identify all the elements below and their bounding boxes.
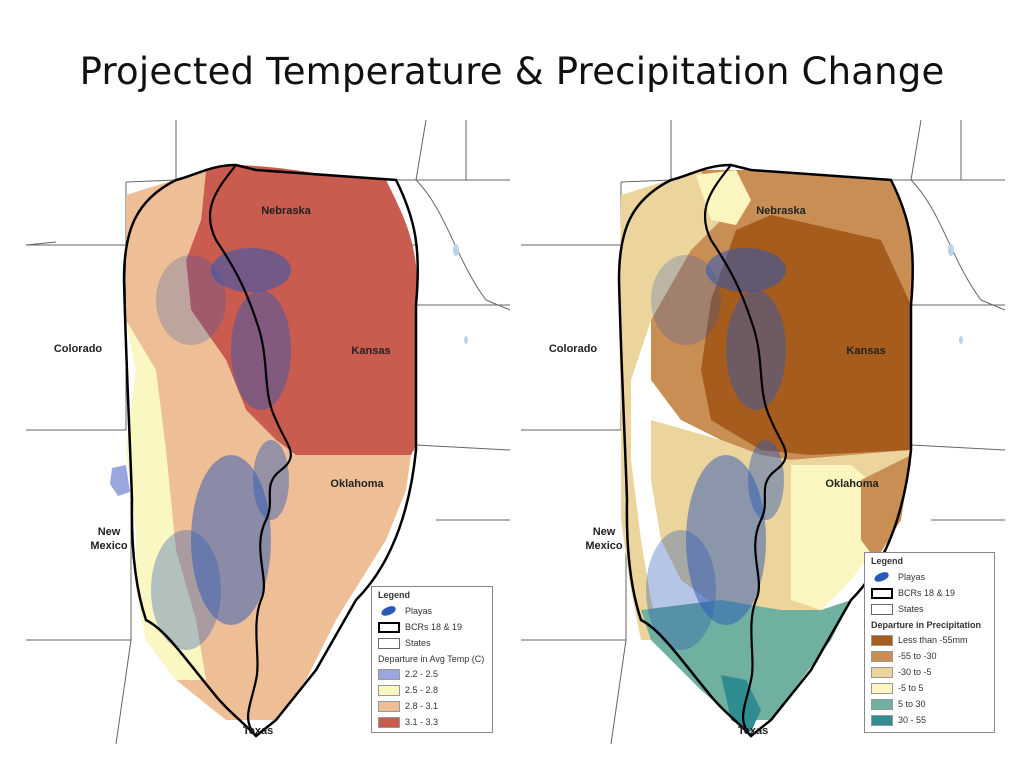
legend-class-row: 2.8 - 3.1 xyxy=(378,698,486,714)
legend-class-row: 2.2 - 2.5 xyxy=(378,666,486,682)
state-swatch xyxy=(871,603,893,615)
label-new-mexico-line1: New xyxy=(592,526,616,538)
legend-class-row: -30 to -5 xyxy=(871,664,988,680)
temperature-map: Nebraska Kansas Colorado Oklahoma New Me… xyxy=(26,120,510,744)
legend-item-playas-label: Playas xyxy=(898,572,926,582)
legend-class-row: 2.5 - 2.8 xyxy=(378,682,486,698)
label-texas: Texas xyxy=(737,725,769,737)
legend-class-label: 2.5 - 2.8 xyxy=(405,685,439,695)
legend-swatch xyxy=(378,716,400,728)
temperature-map-canvas xyxy=(26,120,510,744)
legend-subtitle: Departure in Avg Temp (C) xyxy=(378,654,485,664)
label-oklahoma: Oklahoma xyxy=(825,478,879,490)
legend-subtitle: Departure in Precipitation xyxy=(871,620,982,630)
label-kansas: Kansas xyxy=(351,345,391,357)
label-kansas: Kansas xyxy=(846,345,886,357)
legend-class-label: 3.1 - 3.3 xyxy=(405,717,439,727)
legend-class-label: 5 to 30 xyxy=(898,699,926,709)
legend-swatch xyxy=(871,698,893,710)
legend-swatch xyxy=(871,634,893,646)
legend-class-row: 5 to 30 xyxy=(871,696,988,712)
label-new-mexico: New Mexico xyxy=(84,525,134,553)
state-swatch xyxy=(378,637,400,649)
temperature-zones xyxy=(110,165,417,720)
legend-item-bcrs: BCRs 18 & 19 xyxy=(378,619,486,635)
legend-class-row: Less than -55mm xyxy=(871,632,988,648)
legend-class-row: -55 to -30 xyxy=(871,648,988,664)
label-texas: Texas xyxy=(242,725,274,737)
bcr-boundary xyxy=(122,163,420,738)
legend-class-row: 3.1 - 3.3 xyxy=(378,714,486,730)
precipitation-map-canvas xyxy=(521,120,1005,744)
legend-item-bcrs-label: BCRs 18 & 19 xyxy=(898,588,956,598)
playa-clusters xyxy=(151,248,291,650)
legend-title: Legend xyxy=(871,556,904,566)
bcr-swatch xyxy=(871,587,893,599)
label-new-mexico-line2: Mexico xyxy=(585,540,623,552)
legend-swatch xyxy=(871,650,893,662)
slide-title: Projected Temperature & Precipitation Ch… xyxy=(79,50,945,93)
legend-swatch xyxy=(378,700,400,712)
precipitation-legend: Legend Playas BCRs 18 & 19 States Depart… xyxy=(864,552,995,733)
legend-item-bcrs-label: BCRs 18 & 19 xyxy=(405,622,463,632)
legend-item-playas: Playas xyxy=(871,569,988,585)
legend-class-row: -5 to 5 xyxy=(871,680,988,696)
legend-class-label: Less than -55mm xyxy=(898,635,968,645)
legend-title: Legend xyxy=(378,590,411,600)
label-oklahoma: Oklahoma xyxy=(330,478,384,490)
legend-swatch xyxy=(378,684,400,696)
legend-class-row: 30 - 55 xyxy=(871,712,988,728)
label-new-mexico-line1: New xyxy=(97,526,121,538)
water-bodies xyxy=(948,244,963,344)
water-bodies xyxy=(453,244,468,344)
playa-clusters xyxy=(646,248,786,650)
label-new-mexico: New Mexico xyxy=(579,525,629,553)
legend-item-states: States xyxy=(871,601,988,617)
legend-item-bcrs: BCRs 18 & 19 xyxy=(871,585,988,601)
legend-item-states: States xyxy=(378,635,486,651)
bcr-swatch xyxy=(378,621,400,633)
temperature-legend: Legend Playas BCRs 18 & 19 States Depart… xyxy=(371,586,493,733)
precipitation-map: Nebraska Kansas Colorado Oklahoma New Me… xyxy=(521,120,1005,744)
legend-class-label: 2.2 - 2.5 xyxy=(405,669,439,679)
legend-swatch xyxy=(871,682,893,694)
label-colorado: Colorado xyxy=(53,343,103,355)
legend-swatch xyxy=(871,666,893,678)
legend-swatch xyxy=(378,668,400,680)
label-nebraska: Nebraska xyxy=(261,205,311,217)
bcr-boundary xyxy=(617,163,915,738)
legend-item-playas-label: Playas xyxy=(405,606,433,616)
playa-icon xyxy=(871,572,893,583)
legend-class-label: 30 - 55 xyxy=(898,715,927,725)
legend-item-states-label: States xyxy=(898,604,924,614)
label-new-mexico-line2: Mexico xyxy=(90,540,128,552)
legend-class-label: -5 to 5 xyxy=(898,683,924,693)
label-nebraska: Nebraska xyxy=(756,205,806,217)
legend-class-label: -55 to -30 xyxy=(898,651,937,661)
legend-item-playas: Playas xyxy=(378,603,486,619)
bcr-divide xyxy=(208,164,292,737)
label-colorado: Colorado xyxy=(548,343,598,355)
bcr-divide xyxy=(703,164,787,737)
playa-icon xyxy=(378,606,400,617)
legend-class-label: 2.8 - 3.1 xyxy=(405,701,439,711)
legend-swatch xyxy=(871,714,893,726)
legend-item-states-label: States xyxy=(405,638,431,648)
legend-class-label: -30 to -5 xyxy=(898,667,932,677)
